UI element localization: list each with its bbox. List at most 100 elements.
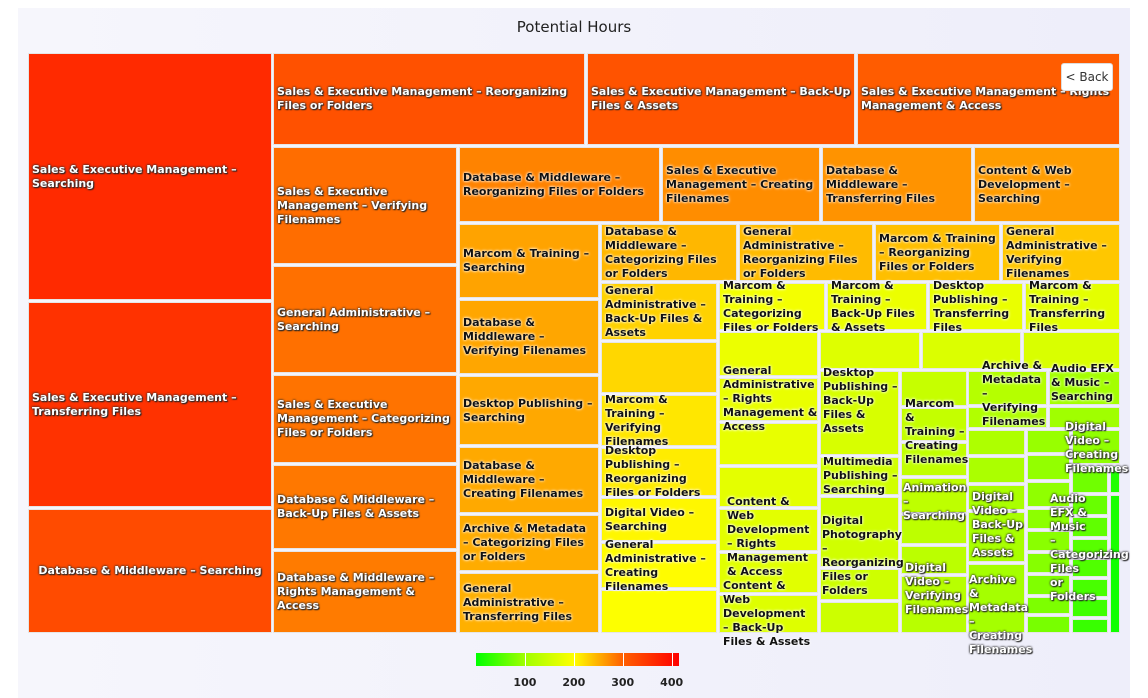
treemap-tile-label: Sales & Executive Management – Verifying… (277, 184, 428, 226)
treemap-tile-label: General Administrative – Searching (277, 305, 431, 333)
treemap-tile-unlabeled[interactable] (901, 546, 967, 574)
treemap-tile-unlabeled[interactable] (1072, 539, 1108, 557)
treemap-tile-unlabeled[interactable] (968, 485, 1025, 510)
treemap-tile[interactable]: Sales & Executive Management – Verifying… (273, 147, 457, 264)
treemap-tile[interactable]: Sales & Executive Management – Creating … (662, 147, 820, 222)
treemap-tile-label: Audio EFX & Music – Categorizing Files o… (1050, 492, 1129, 603)
treemap-tile-unlabeled[interactable] (1027, 455, 1070, 480)
treemap-tile[interactable]: Database & Middleware – Creating Filenam… (459, 447, 599, 513)
treemap-tile-unlabeled[interactable] (1110, 557, 1120, 633)
treemap-tile[interactable] (968, 512, 1025, 562)
treemap-tile-label: Sales & Executive Management – Reorganiz… (277, 85, 568, 112)
treemap-tile[interactable]: Database & Middleware – Rights Managemen… (273, 551, 457, 633)
treemap-tile[interactable]: Desktop Publishing – Searching (459, 376, 599, 445)
treemap-tile[interactable]: Sales & Executive Management – Rights Ma… (857, 53, 1120, 145)
back-button[interactable]: < Back (1061, 63, 1113, 91)
treemap-tile[interactable] (1049, 371, 1120, 405)
treemap-tile-unlabeled[interactable] (719, 553, 818, 593)
treemap-tile-unlabeled[interactable] (820, 602, 899, 633)
treemap-tile[interactable]: General Administrative – Searching (273, 266, 457, 373)
treemap-tile-unlabeled[interactable] (1072, 559, 1108, 577)
treemap-tile-unlabeled[interactable] (719, 467, 818, 507)
treemap-tile[interactable]: Content & Web Development – Searching (974, 147, 1120, 222)
treemap-tile-label: Marcom & Training – Creating Filenames (905, 397, 969, 466)
treemap-tile[interactable]: Marcom & Training – Categorizing Files o… (719, 279, 825, 334)
treemap-tile[interactable]: Sales & Executive Management – Transferr… (28, 302, 272, 507)
treemap-tile-unlabeled[interactable] (1027, 597, 1070, 614)
treemap-tile-unlabeled[interactable] (922, 332, 1021, 369)
treemap-tile-unlabeled[interactable] (1023, 332, 1120, 369)
treemap-tile[interactable] (968, 371, 1047, 405)
treemap-tile[interactable]: Database & Middleware – Searching (28, 509, 272, 633)
treemap-tile-label: Digital Photography – Reorganizing Files… (822, 514, 904, 597)
treemap-tile[interactable] (820, 371, 899, 455)
treemap-tile[interactable]: Content & Web Development – Back-Up File… (719, 579, 818, 648)
treemap-tile[interactable]: Marcom & Training – Back-Up Files & Asse… (827, 279, 927, 334)
treemap-tile[interactable]: Database & Middleware – Verifying Filena… (459, 300, 599, 374)
treemap-tile[interactable]: Archive & Metadata – Categorizing Files … (459, 515, 599, 571)
treemap-tile[interactable] (901, 408, 967, 441)
treemap-tile-unlabeled[interactable] (1072, 466, 1108, 493)
treemap-tile[interactable]: Marcom & Training – Verifying Filenames (601, 393, 717, 448)
treemap-tile-unlabeled[interactable] (1072, 517, 1108, 537)
treemap-tile[interactable]: General Administrative – Transferring Fi… (459, 573, 599, 633)
treemap-tile-unlabeled[interactable] (1027, 509, 1070, 529)
treemap-tile-unlabeled[interactable] (901, 443, 967, 476)
treemap-tile-unlabeled[interactable] (601, 342, 717, 393)
treemap-tile[interactable]: Database & Middleware – Back-Up Files & … (273, 465, 457, 549)
treemap-tile[interactable]: Desktop Publishing – Reorganizing Files … (601, 444, 717, 499)
treemap-tile-unlabeled[interactable] (820, 332, 920, 369)
treemap-tile-unlabeled[interactable] (719, 423, 818, 465)
treemap-tile-label: Sales & Executive Management – Creating … (666, 163, 814, 205)
treemap-tile-unlabeled[interactable] (968, 430, 1025, 455)
treemap-tile[interactable]: Sales & Executive Management – Categoriz… (273, 375, 457, 463)
treemap-tile[interactable] (901, 576, 967, 633)
treemap-tile-unlabeled[interactable] (601, 590, 717, 633)
treemap-tile-unlabeled[interactable] (719, 332, 818, 376)
treemap-tile-unlabeled[interactable] (1027, 482, 1070, 507)
treemap-tile-unlabeled[interactable] (1027, 575, 1070, 595)
treemap-tile[interactable]: Marcom & Training – Reorganizing Files o… (875, 224, 1000, 281)
treemap-tile[interactable] (901, 478, 967, 513)
treemap-tile-unlabeled[interactable] (968, 457, 1025, 483)
treemap-tile[interactable]: Marcom & Training – Searching (459, 224, 599, 298)
treemap-tile-unlabeled[interactable] (1072, 579, 1108, 597)
treemap-tile[interactable]: Database & Middleware – Reorganizing Fil… (459, 147, 660, 222)
treemap-tile[interactable]: Sales & Executive Management – Searching (28, 53, 272, 300)
treemap-tile[interactable] (719, 378, 818, 421)
treemap-tile-unlabeled[interactable] (820, 569, 899, 600)
treemap-tile-unlabeled[interactable] (1049, 407, 1120, 428)
treemap-tile[interactable]: General Administrative – Creating Filena… (601, 538, 717, 593)
treemap-tile[interactable]: Sales & Executive Management – Reorganiz… (273, 53, 585, 145)
treemap-tile[interactable]: Digital Video – Searching (601, 498, 717, 541)
treemap-tile[interactable]: Database & Middleware – Categorizing Fil… (601, 224, 737, 281)
treemap-tile-unlabeled[interactable] (1027, 616, 1070, 633)
treemap-tile-unlabeled[interactable] (1110, 495, 1120, 555)
treemap-tile[interactable]: Database & Middleware – Transferring Fil… (822, 147, 972, 222)
treemap-tile-unlabeled[interactable] (1027, 553, 1070, 573)
treemap-tile-unlabeled[interactable] (901, 515, 967, 544)
treemap-tile[interactable] (968, 564, 1025, 633)
treemap-tile-unlabeled[interactable] (1072, 619, 1108, 633)
treemap-tile-unlabeled[interactable] (1027, 430, 1070, 453)
treemap-tile[interactable]: General Administrative – Verifying Filen… (1002, 224, 1120, 281)
treemap-tile[interactable] (1027, 531, 1070, 551)
treemap-tile-unlabeled[interactable] (968, 407, 1047, 428)
colorbar-tick-label: 100 (513, 676, 537, 689)
treemap-tile-unlabeled[interactable] (1072, 599, 1108, 617)
treemap-tile-unlabeled[interactable] (1072, 495, 1108, 515)
treemap-tile[interactable]: Desktop Publishing – Transferring Files (929, 279, 1023, 334)
colorbar-tick-label: 300 (611, 676, 635, 689)
treemap-tile[interactable]: General Administrative – Back-Up Files &… (601, 283, 717, 340)
treemap-tile-unlabeled[interactable] (901, 371, 967, 406)
treemap-tile[interactable]: General Administrative – Reorganizing Fi… (739, 224, 873, 281)
treemap-tile[interactable] (820, 457, 899, 495)
treemap-tile[interactable] (719, 509, 818, 551)
chart-title: Potential Hours (516, 18, 632, 36)
treemap-tile-unlabeled[interactable] (1110, 466, 1120, 493)
treemap-tile[interactable] (820, 497, 899, 567)
colorbar-tick-label: 400 (660, 676, 684, 689)
treemap-tile[interactable]: Marcom & Training – Transferring Files (1025, 279, 1120, 334)
treemap-tile[interactable]: Sales & Executive Management – Back-Up F… (587, 53, 855, 145)
treemap-tile[interactable] (1072, 430, 1120, 464)
